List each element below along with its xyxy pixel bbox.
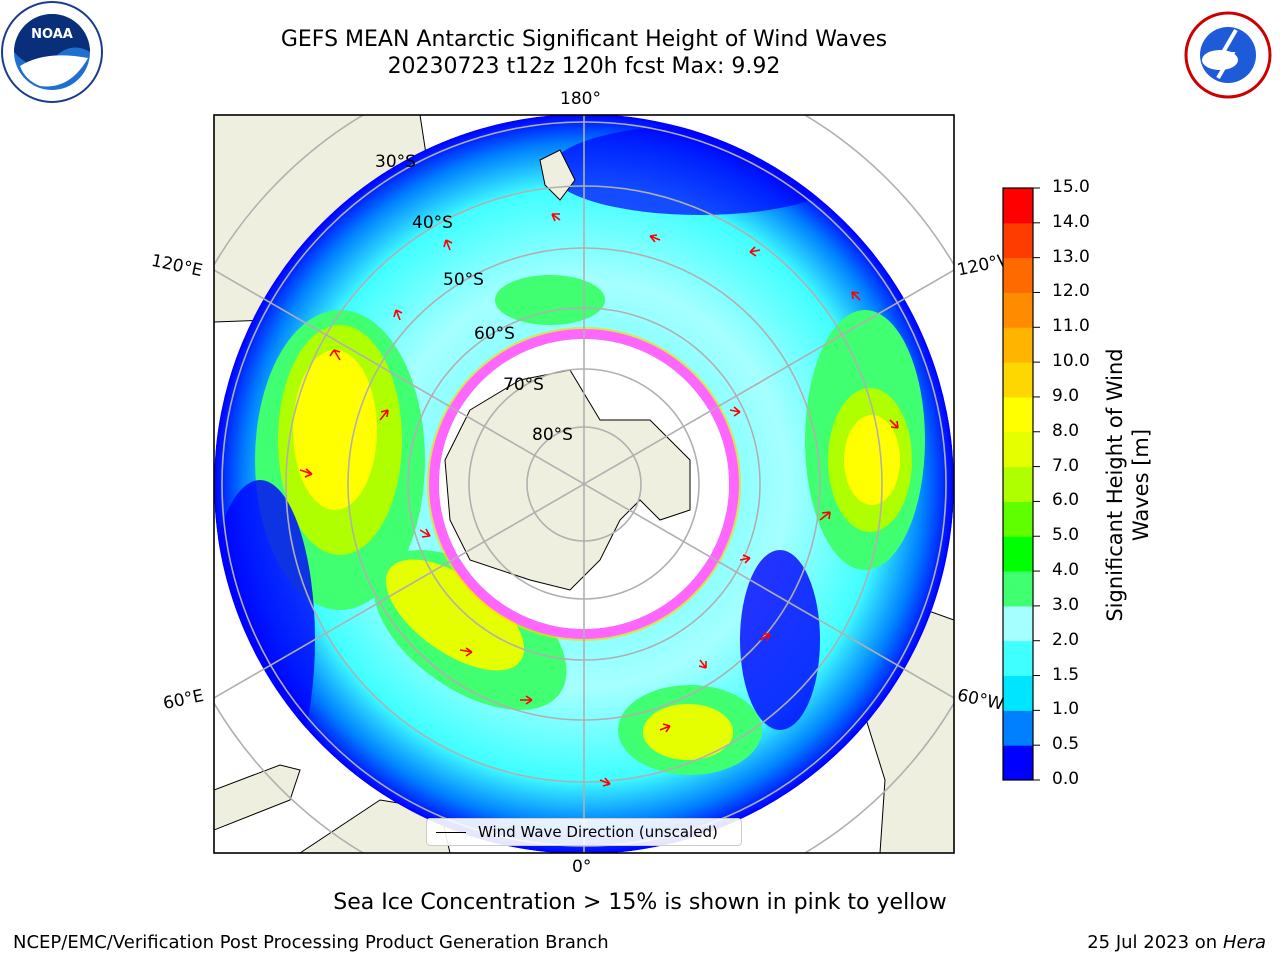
- colorbar-segment: [1003, 536, 1033, 572]
- svg-text:NOAA: NOAA: [31, 27, 73, 42]
- legend-line-sample: [436, 832, 466, 833]
- colorbar-tick-label: 5.0: [1052, 525, 1080, 546]
- noaa-logo: NOAA: [1, 1, 103, 103]
- colorbar-segment: [1003, 362, 1033, 398]
- colorbar-tick-label: 0.0: [1052, 769, 1080, 789]
- colorbar-segment: [1003, 396, 1033, 433]
- colorbar-segment: [1003, 327, 1033, 363]
- chart-subtitle: 20230723 t12z 120h fcst Max: 9.92: [387, 54, 781, 79]
- colorbar-segment: [1003, 675, 1033, 711]
- colorbar-tick-label: 11.0: [1052, 316, 1090, 337]
- colorbar: [1003, 187, 1040, 781]
- colorbar-tick-label: 1.0: [1052, 699, 1080, 720]
- lat-label-70s: 70°S: [503, 375, 544, 395]
- sea-ice-caption: Sea Ice Concentration > 15% is shown in …: [333, 890, 947, 915]
- lat-label-80s: 80°S: [532, 425, 573, 445]
- colorbar-segment: [1003, 222, 1033, 259]
- graticule: [214, 115, 954, 853]
- colorbar-segment: [1003, 292, 1033, 328]
- colorbar-tick-label: 1.5: [1052, 664, 1080, 685]
- chart-title: GEFS MEAN Antarctic Significant Height o…: [280, 27, 888, 52]
- colorbar-tick-label: 9.0: [1052, 385, 1080, 406]
- colorbar-segment: [1003, 431, 1033, 468]
- lon-label-0: 0°: [572, 857, 592, 877]
- colorbar-tick-label: 13.0: [1052, 246, 1090, 267]
- colorbar-tick-label: 4.0: [1052, 560, 1080, 581]
- colorbar-segment: [1003, 257, 1033, 293]
- colorbar-segment: [1003, 605, 1033, 642]
- africa-land: [214, 764, 301, 831]
- colorbar-tick-label: 10.0: [1052, 351, 1090, 372]
- colorbar-tick-label: 2.0: [1052, 629, 1080, 650]
- legend-label: Wind Wave Direction (unscaled): [478, 823, 718, 841]
- footer-date-text: 25 Jul 2023 on: [1087, 932, 1223, 953]
- colorbar-segment: [1003, 188, 1033, 224]
- colorbar-segment: [1003, 501, 1033, 537]
- colorbar-tick-label: 7.0: [1052, 455, 1080, 476]
- colorbar-tick-label: 6.0: [1052, 490, 1080, 511]
- colorbar-tick-label: 8.0: [1052, 420, 1080, 441]
- lat-label-40s: 40°S: [412, 213, 453, 233]
- wind-wave-arrows: [299, 213, 899, 787]
- antarctica-land: [444, 369, 691, 591]
- colorbar-segment: [1003, 710, 1033, 746]
- national-weather-service-logo: [1184, 11, 1272, 99]
- colorbar-title: Significant Height of Wind Waves [m]: [1103, 348, 1153, 622]
- colorbar-segment: [1003, 640, 1033, 677]
- colorbar-tick-label: 14.0: [1052, 211, 1090, 232]
- footer-date: 25 Jul 2023 on Hera: [1087, 932, 1266, 953]
- footer-host: Hera: [1222, 932, 1266, 953]
- colorbar-tick-label: 3.0: [1052, 594, 1080, 615]
- colorbar-segment: [1003, 571, 1033, 607]
- map-frame: [213, 114, 955, 854]
- lat-label-50s: 50°S: [443, 270, 484, 290]
- colorbar-tick-label: 0.5: [1052, 734, 1080, 755]
- lat-label-60s: 60°S: [474, 324, 515, 344]
- map-legend: Wind Wave Direction (unscaled): [426, 818, 742, 846]
- colorbar-tick-label: 15.0: [1052, 177, 1090, 197]
- colorbar-segment: [1003, 466, 1033, 502]
- lat-label-30s: 30°S: [375, 152, 416, 172]
- footer-branch: NCEP/EMC/Verification Post Processing Pr…: [13, 932, 609, 953]
- colorbar-tick-label: 12.0: [1052, 281, 1090, 302]
- lon-label-180: 180°: [560, 89, 601, 109]
- colorbar-segment: [1003, 745, 1033, 781]
